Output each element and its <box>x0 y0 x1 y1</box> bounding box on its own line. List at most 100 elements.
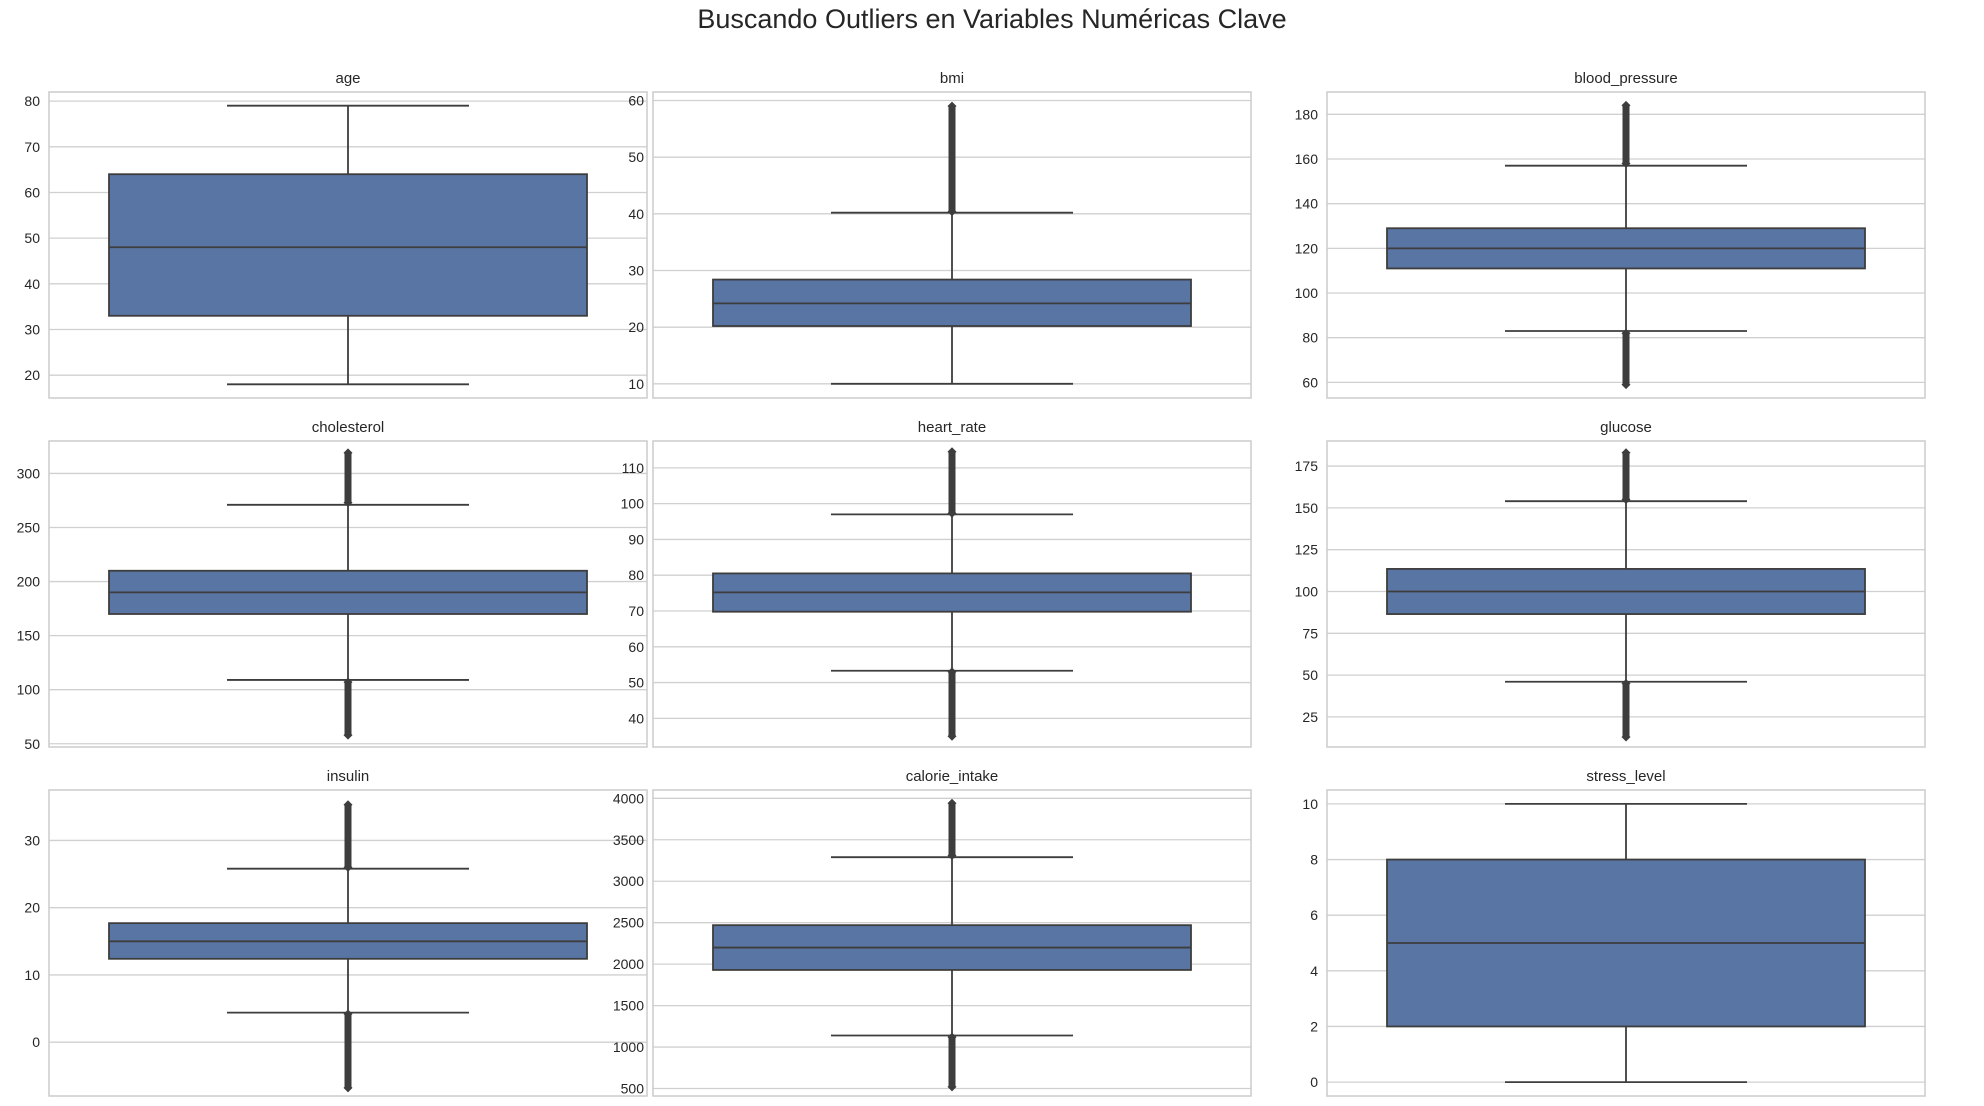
y-tick-label: 75 <box>1302 625 1318 641</box>
y-tick-label: 300 <box>17 465 41 481</box>
y-tick-label: 2000 <box>613 956 644 972</box>
outlier-marker <box>1621 100 1631 110</box>
y-tick-label: 100 <box>621 496 645 512</box>
y-tick-label: 175 <box>1295 458 1319 474</box>
outlier-marker <box>947 508 957 518</box>
y-tick-label: 20 <box>24 900 40 916</box>
outliers-high <box>947 101 957 217</box>
subplot-calorie_intake: calorie_intake 500 1000 1500 2000 2500 3000 350… <box>613 768 1252 1097</box>
subplot-title: insulin <box>327 768 370 785</box>
outlier-marker <box>343 800 353 810</box>
y-tick-label: 150 <box>1295 500 1319 516</box>
y-tick-label: 100 <box>17 682 41 698</box>
y-tick-label: 500 <box>621 1081 645 1097</box>
y-tick-label: 10 <box>24 967 40 983</box>
subplot-frame <box>48 789 648 1097</box>
outlier-band <box>1622 683 1630 737</box>
outlier-band <box>948 451 956 514</box>
y-tick-label: 20 <box>628 319 644 335</box>
y-tick-label: 4 <box>1310 963 1318 979</box>
outliers-low <box>947 1032 957 1092</box>
subplot-frame <box>652 91 1252 399</box>
subplot-title: blood_pressure <box>1574 70 1677 87</box>
y-tick-label: 200 <box>17 574 41 590</box>
outlier-marker <box>1621 678 1631 688</box>
y-tick-label: 80 <box>628 567 644 583</box>
y-tick-label: 40 <box>24 276 40 292</box>
y-tick-label: 100 <box>1295 583 1319 599</box>
y-tick-label: 140 <box>1295 196 1319 212</box>
subplot-frame <box>1326 91 1926 399</box>
y-tick-label: 40 <box>628 710 644 726</box>
outlier-band <box>948 803 956 856</box>
y-tick-label: 50 <box>1302 667 1318 683</box>
outlier-marker <box>343 862 353 872</box>
outliers-low <box>1621 328 1631 390</box>
y-tick-label: 100 <box>1295 285 1319 301</box>
outlier-band <box>344 1013 352 1088</box>
outliers-high <box>1621 100 1631 168</box>
subplot-insulin: insulin 0 10 20 30 <box>24 768 648 1097</box>
subplot-heart_rate: heart_rate 40 50 60 70 80 90 100 110 <box>621 419 1252 748</box>
subplot-title: heart_rate <box>918 419 986 436</box>
y-tick-label: 2500 <box>613 915 644 931</box>
y-tick-label: 80 <box>1302 330 1318 346</box>
figure-title: Buscando Outliers en Variables Numéricas… <box>697 4 1287 34</box>
outlier-marker <box>947 851 957 861</box>
y-tick-label: 3000 <box>613 873 644 889</box>
outliers-low <box>343 1009 353 1093</box>
y-tick-label: 6 <box>1310 907 1318 923</box>
outlier-band <box>948 1037 956 1087</box>
outlier-marker <box>343 677 353 687</box>
subplot-title: glucose <box>1600 419 1652 436</box>
y-tick-label: 8 <box>1310 852 1318 868</box>
y-tick-label: 0 <box>32 1034 40 1050</box>
y-tick-label: 25 <box>1302 709 1318 725</box>
outlier-marker <box>947 1082 957 1092</box>
outlier-band <box>948 106 956 212</box>
subplot-frame <box>1326 789 1926 1097</box>
outlier-band <box>1622 452 1630 500</box>
y-tick-label: 90 <box>628 531 644 547</box>
outliers-low <box>1621 678 1631 742</box>
y-tick-label: 1000 <box>613 1039 644 1055</box>
outliers-high <box>343 800 353 872</box>
outlier-marker <box>343 730 353 740</box>
y-tick-label: 4000 <box>613 790 644 806</box>
subplot-frame <box>48 440 648 748</box>
y-tick-label: 10 <box>1302 796 1318 812</box>
y-tick-label: 50 <box>24 230 40 246</box>
subplot-stress_level: stress_level 0 2 4 6 8 10 <box>1302 768 1926 1097</box>
subplot-frame <box>652 440 1252 748</box>
outlier-marker <box>947 447 957 457</box>
outlier-marker <box>343 498 353 508</box>
y-tick-label: 160 <box>1295 151 1319 167</box>
subplot-frame <box>1326 440 1926 748</box>
subplot-glucose: glucose 25 50 75 100 125 150 175 <box>1295 419 1926 748</box>
outlier-marker <box>1621 495 1631 505</box>
y-tick-label: 30 <box>628 263 644 279</box>
subplot-title: cholesterol <box>312 419 385 436</box>
y-tick-label: 2 <box>1310 1018 1318 1034</box>
outlier-band <box>948 671 956 737</box>
y-tick-label: 60 <box>628 93 644 109</box>
y-tick-label: 125 <box>1295 542 1319 558</box>
y-tick-label: 3500 <box>613 832 644 848</box>
outliers-low <box>343 677 353 740</box>
y-tick-label: 50 <box>24 736 40 752</box>
y-tick-label: 40 <box>628 206 644 222</box>
outlier-band <box>344 682 352 736</box>
subplot-frame <box>652 789 1252 1097</box>
y-tick-label: 60 <box>24 184 40 200</box>
outlier-marker <box>1621 158 1631 168</box>
outlier-marker <box>947 1032 957 1042</box>
y-tick-label: 30 <box>24 832 40 848</box>
y-tick-label: 110 <box>622 460 645 476</box>
outlier-marker <box>343 1083 353 1093</box>
outlier-marker <box>343 1009 353 1019</box>
outlier-marker <box>343 448 353 458</box>
outliers-high <box>947 447 957 518</box>
y-tick-label: 150 <box>17 628 41 644</box>
outliers-low <box>947 667 957 741</box>
